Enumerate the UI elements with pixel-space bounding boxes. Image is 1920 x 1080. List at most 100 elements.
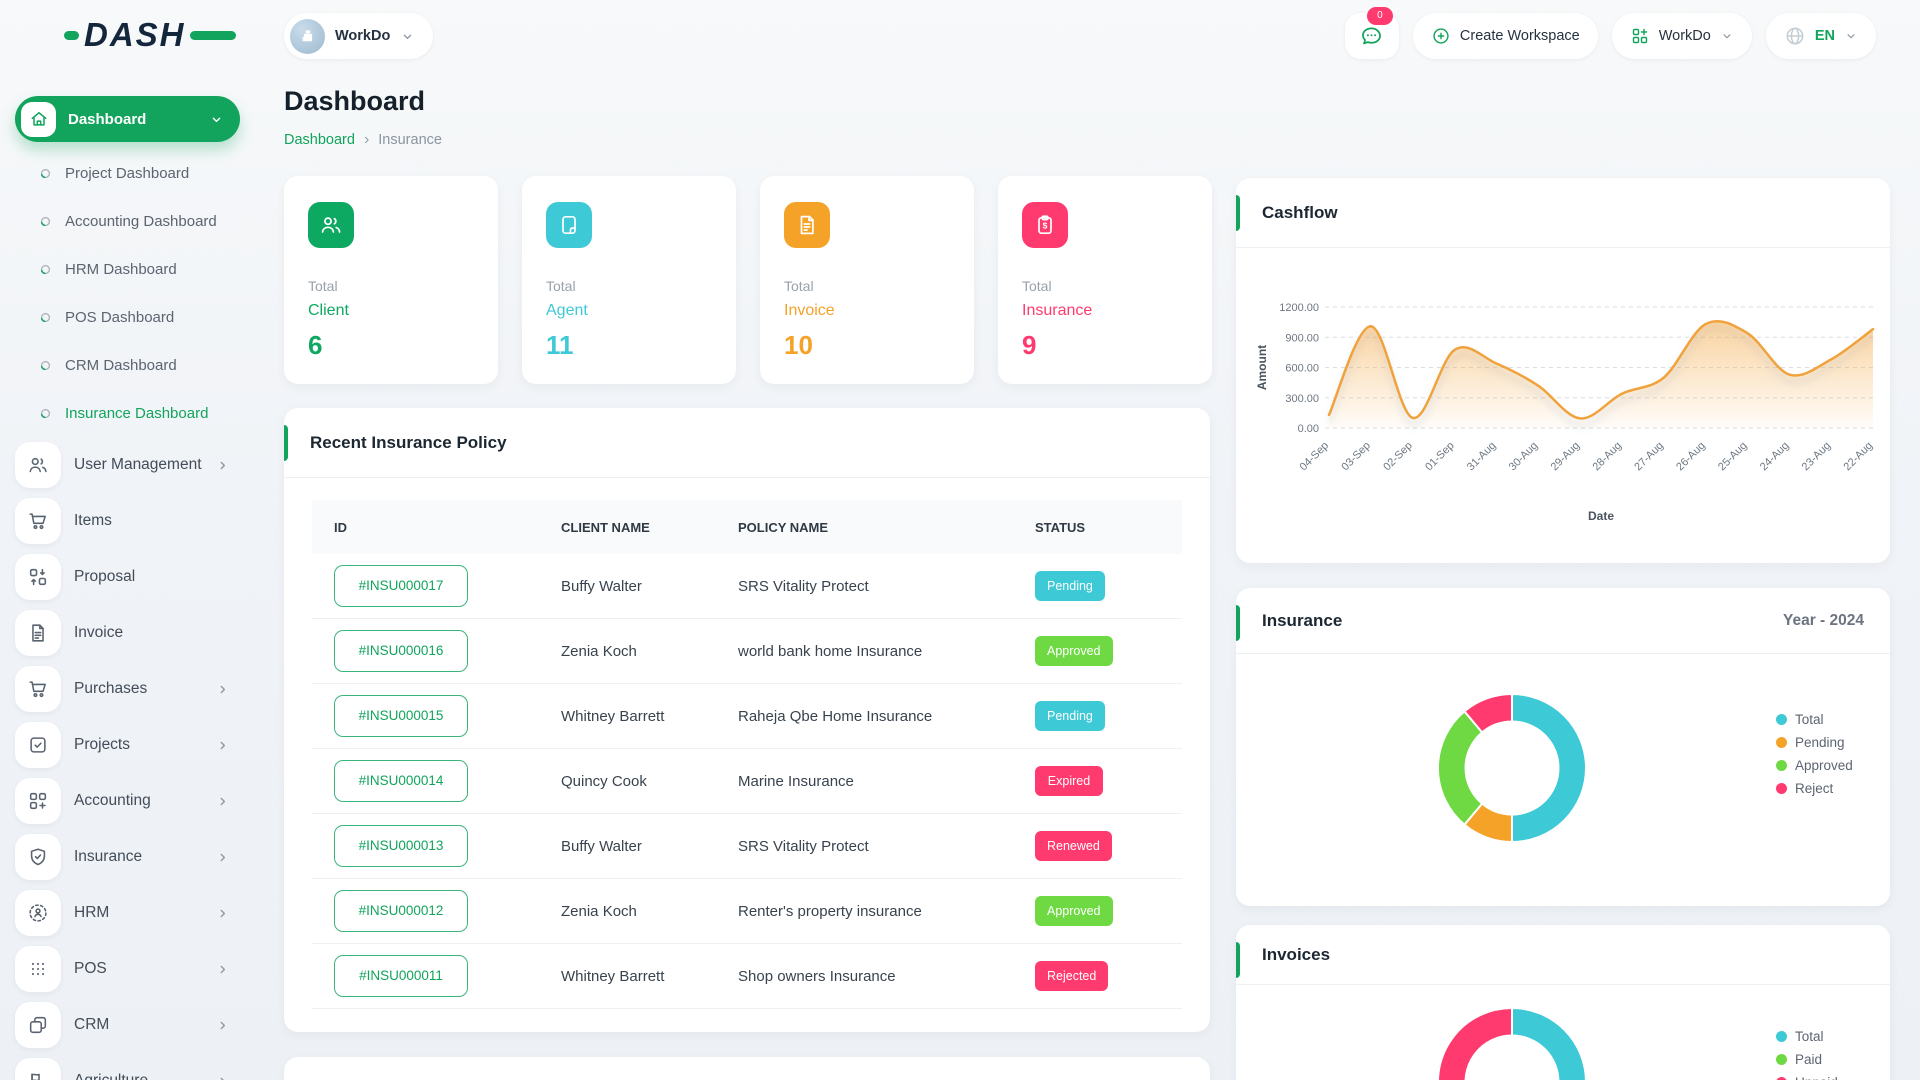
page-title: Dashboard [284,86,426,116]
client-name-cell: Quincy Cook [561,772,647,790]
language-selector[interactable]: EN [1765,13,1876,59]
policy-id-button[interactable]: #INSU000016 [334,630,468,672]
sidebar-item-dashboard[interactable]: Dashboard [15,96,240,142]
table-row: #INSU000012 Zenia Koch Renter's property i… [312,879,1182,944]
sidebar-item-project-dashboard[interactable]: Project Dashboard [0,149,264,197]
sidebar-item-hrm[interactable]: HRM [0,885,264,941]
legend-item-pending: Pending [1776,731,1853,754]
policy-name-cell: Marine Insurance [738,772,854,790]
chat-icon [1359,24,1384,49]
table-row: #INSU000014 Quincy Cook Marine Insurance Ex… [312,749,1182,814]
sidebar-item-crm[interactable]: CRM [0,997,264,1053]
sidebar-item-label: Invoice [74,624,124,641]
cashflow-line [1327,319,1875,420]
status-cell: Renewed [1013,831,1182,861]
card-title: Insurance [1262,610,1343,630]
year-label: Year - 2024 [1782,611,1864,629]
sidebar-item-purchases[interactable]: Purchases [0,661,264,717]
accounting-icon [15,778,61,824]
id-cell: #INSU000011 [312,955,539,997]
workdo-menu-label: WorkDo [1658,28,1711,44]
policy-name-cell: SRS Vitality Protect [738,837,869,855]
status-cell: Approved [1013,636,1182,666]
sidebar-item-proposal[interactable]: Proposal [0,549,264,605]
messages-button[interactable]: 0 [1344,7,1399,59]
legend-dot [1776,1054,1787,1065]
invoice-file-icon [784,202,830,248]
column-header-policy-name: POLICY NAME [738,519,829,535]
policy-id-button[interactable]: #INSU000011 [334,955,468,997]
stat-value: 10 [784,330,813,360]
app-logo[interactable]: DASH [64,16,236,54]
sidebar-item-label: Accounting Dashboard [65,212,217,230]
sidebar-item-label: POS Dashboard [65,308,175,326]
workspace-selector[interactable]: WorkDo [284,13,434,59]
status-cell: Approved [1013,896,1182,926]
chevron-down-icon [1844,29,1858,43]
legend-label: Total [1795,712,1824,727]
policy-id-button[interactable]: #INSU000017 [334,565,468,607]
sidebar-item-insurance-dashboard[interactable]: Insurance Dashboard [0,389,264,437]
sidebar-item-agriculture[interactable]: Agriculture [0,1053,264,1080]
create-workspace-button[interactable]: Create Workspace [1412,13,1598,59]
x-tick-label: 28-Aug [1590,440,1624,474]
table-row: #INSU000016 Zenia Koch world bank home Ins… [312,619,1182,684]
sidebar-item-pos-dashboard[interactable]: POS Dashboard [0,293,264,341]
logo-accent-icon [189,30,236,40]
stat-name: Insurance [1022,302,1093,319]
sidebar-item-projects[interactable]: Projects [0,717,264,773]
workspace-avatar [290,18,325,54]
legend-label: Paid [1795,1052,1823,1067]
proposal-icon [15,554,61,600]
sidebar-item-user-management[interactable]: User Management [0,437,264,493]
sidebar-item-label: Dashboard [68,110,147,128]
sidebar-item-label: Projects [74,736,130,753]
status-badge: Approved [1035,896,1113,926]
policy-id-button[interactable]: #INSU000012 [334,890,468,932]
sidebar-item-accounting[interactable]: Accounting [0,773,264,829]
y-tick-label: 600.00 [1285,363,1319,375]
sidebar-item-insurance[interactable]: Insurance [0,829,264,885]
x-tick-label: 04-Sep [1298,440,1332,474]
recent-insurance-policy-card: Recent Insurance Policy ID CLIENT NAME POL… [284,408,1210,1032]
sidebar-item-accounting-dashboard[interactable]: Accounting Dashboard [0,197,264,245]
policy-id-button[interactable]: #INSU000014 [334,760,468,802]
id-cell: #INSU000013 [312,825,539,867]
topbar: DASH WorkDo 0 Create Workspace Wo [0,0,1920,72]
bullet-icon [40,264,51,275]
sidebar-item-hrm-dashboard[interactable]: HRM Dashboard [0,245,264,293]
stat-name: Invoice [784,302,835,319]
card-header: Cashflow [1236,178,1890,248]
bullet-icon [40,168,51,179]
workdo-menu-button[interactable]: WorkDo [1611,13,1752,59]
sidebar-item-crm-dashboard[interactable]: CRM Dashboard [0,341,264,389]
notification-badge: 0 [1366,7,1393,25]
bullet-icon [40,312,51,323]
breadcrumb-dashboard-link[interactable]: Dashboard [284,132,355,148]
policy-id-button[interactable]: #INSU000015 [334,695,468,737]
sidebar-item-pos[interactable]: POS [0,941,264,997]
policy-name-cell: Raheja Qbe Home Insurance [738,707,933,725]
insurance-chart-card: Insurance Year - 2024 Total Pending Approv… [1236,588,1890,906]
crm-icon [15,1002,61,1048]
id-cell: #INSU000016 [312,630,539,672]
policy-id-button[interactable]: #INSU000013 [334,825,468,867]
x-tick-label: 26-Aug [1674,440,1708,474]
invoices-chart-card: Invoices Total Paid Unpaid [1236,925,1890,1080]
chevron-right-icon [215,458,230,473]
table-row: #INSU000013 Buffy Walter SRS Vitality Prot… [312,814,1182,879]
table-row: #INSU000011 Whitney Barrett Shop owners In… [312,944,1182,1009]
sidebar-item-items[interactable]: Items [0,493,264,549]
table-row: #INSU000017 Buffy Walter SRS Vitality Prot… [312,554,1182,619]
stat-card-invoice: Total Invoice 10 [760,176,974,384]
legend-label: Pending [1795,735,1845,750]
id-cell: #INSU000012 [312,890,539,932]
chevron-right-icon [215,682,230,697]
sidebar-item-invoice[interactable]: Invoice [0,605,264,661]
legend-dot [1776,783,1787,794]
sidebar-item-label: HRM [74,904,110,921]
bullet-icon [40,216,51,227]
stat-name: Agent [546,302,588,319]
breadcrumb-separator-icon: › [363,131,370,148]
sidebar-item-label: Insurance Dashboard [65,404,209,422]
